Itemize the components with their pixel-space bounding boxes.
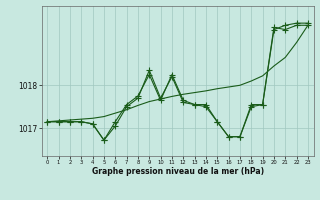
X-axis label: Graphe pression niveau de la mer (hPa): Graphe pression niveau de la mer (hPa) (92, 167, 264, 176)
